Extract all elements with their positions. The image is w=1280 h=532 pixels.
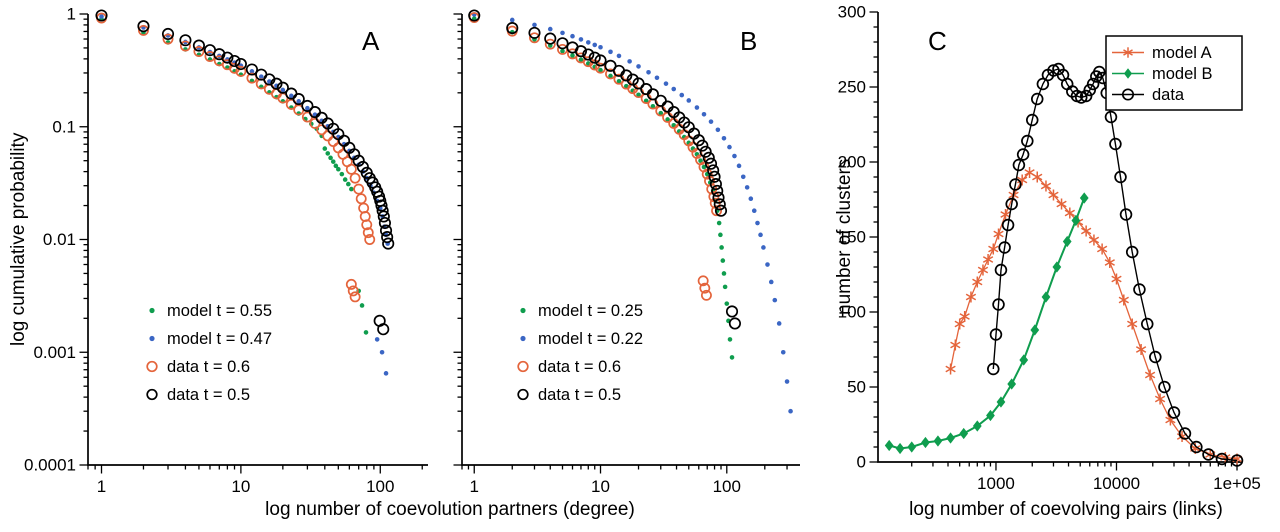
svg-text:0.0001: 0.0001 <box>24 456 76 475</box>
svg-text:data t = 0.6: data t = 0.6 <box>167 358 250 376</box>
y-axis-label-c: number of clusters <box>834 158 855 316</box>
legend-b: model t = 0.25 model t = 0.22 data t = 0.6… <box>517 302 643 404</box>
svg-text:0.001: 0.001 <box>33 343 76 362</box>
svg-text:200: 200 <box>838 153 866 172</box>
svg-text:1: 1 <box>67 5 76 24</box>
y-axis-label-ab: log cumulative probability <box>8 132 29 347</box>
series-model-a <box>945 167 1243 465</box>
x-axis-label-c: log number of coevolving pairs (links) <box>909 499 1223 520</box>
svg-text:data t = 0.5: data t = 0.5 <box>538 386 621 404</box>
svg-text:50: 50 <box>847 378 866 397</box>
svg-text:150: 150 <box>838 228 866 247</box>
axis-frame <box>877 12 1242 463</box>
svg-text:10: 10 <box>231 477 250 496</box>
panel-label-c: C <box>928 26 947 56</box>
svg-text:10: 10 <box>591 477 610 496</box>
svg-text:model A: model A <box>1152 44 1212 62</box>
svg-text:100: 100 <box>838 303 866 322</box>
legend-c: model A model B data <box>1105 35 1243 111</box>
svg-text:1: 1 <box>97 477 106 496</box>
panel-label-a: A <box>362 26 380 56</box>
svg-text:300: 300 <box>838 3 866 22</box>
svg-text:data: data <box>1152 86 1185 104</box>
svg-text:100: 100 <box>366 477 394 496</box>
svg-text:10000: 10000 <box>1093 474 1140 493</box>
svg-text:data t = 0.5: data t = 0.5 <box>167 386 250 404</box>
series-model-t-0-22 <box>471 12 793 414</box>
series-data-t-0-6 <box>96 12 376 303</box>
svg-text:model t = 0.55: model t = 0.55 <box>167 302 272 320</box>
series-data-t-0-5 <box>95 9 395 336</box>
svg-text:model t = 0.25: model t = 0.25 <box>538 302 643 320</box>
svg-text:model t = 0.22: model t = 0.22 <box>538 330 643 348</box>
legend-a: model t = 0.55 model t = 0.47 data t = 0.6… <box>146 302 272 404</box>
panel-label-b: B <box>740 26 758 56</box>
series-data-t-0-6 <box>468 12 723 301</box>
series-data-t-0-5 <box>468 9 741 330</box>
x-axis-label-ab: log number of coevolution partners (degr… <box>265 499 635 520</box>
svg-text:1: 1 <box>470 477 479 496</box>
series-model-b <box>884 192 1089 455</box>
axis-frame <box>461 14 800 466</box>
svg-text:1000: 1000 <box>977 474 1015 493</box>
panel-b: 1 10 100 model t = 0.25 model t = 0.22 data t… <box>453 9 800 496</box>
svg-text:0.01: 0.01 <box>43 230 76 249</box>
svg-text:model t = 0.47: model t = 0.47 <box>167 330 272 348</box>
svg-text:0.1: 0.1 <box>52 117 76 136</box>
svg-text:0: 0 <box>857 453 866 472</box>
svg-text:250: 250 <box>838 78 866 97</box>
svg-text:model B: model B <box>1152 65 1213 83</box>
svg-text:100: 100 <box>713 477 741 496</box>
series-data <box>987 62 1244 467</box>
axis-frame <box>87 14 428 466</box>
svg-text:data t = 0.6: data t = 0.6 <box>538 358 621 376</box>
svg-text:1e+05: 1e+05 <box>1213 474 1261 493</box>
